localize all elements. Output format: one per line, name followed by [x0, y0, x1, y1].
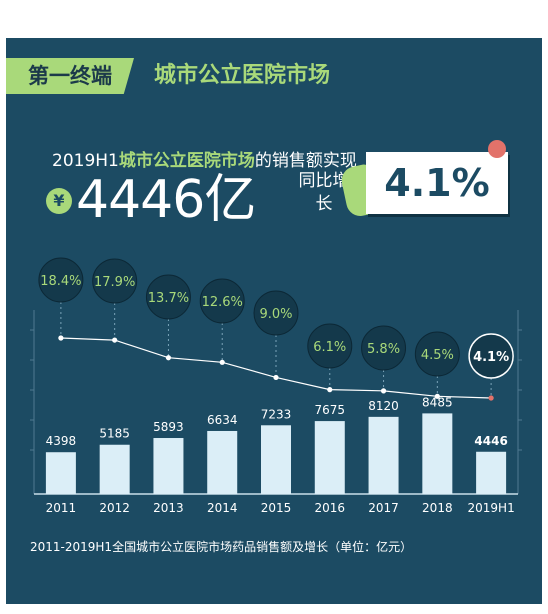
sales-value: 4446亿	[76, 170, 256, 230]
bar-2014	[207, 430, 238, 494]
bar-value-label-2012: 5185	[99, 427, 130, 441]
bar-2013	[153, 438, 184, 494]
bar-value-label-2019H1: 4446	[474, 434, 507, 448]
growth-label-2015: 9.0%	[259, 307, 292, 322]
growth-bubble-2016	[307, 323, 353, 369]
growth-label-2013: 13.7%	[148, 291, 189, 306]
growth-point-2011	[58, 335, 64, 341]
headline-suffix: 的销售额实现	[254, 151, 357, 171]
footnote: 2011-2019H1全国城市公立医院市场药品销售额及增长（单位：亿元）	[30, 540, 413, 554]
growth-bubble-2012	[92, 258, 138, 304]
x-tick-label-2012: 2012	[99, 501, 130, 515]
x-tick-label-2015: 2015	[261, 501, 292, 515]
growth-bubble-2019H1	[468, 333, 514, 379]
bar-2017	[368, 416, 399, 494]
x-tick-label-2017: 2017	[368, 501, 399, 515]
growth-point-2019H1	[488, 395, 494, 401]
growth-label-2014: 12.6%	[202, 295, 243, 310]
yoy-label: 同比增长	[298, 171, 350, 214]
growth-point-2012	[112, 337, 118, 343]
x-tick-label-2018: 2018	[422, 501, 453, 515]
yoy-card: 4.1%	[366, 152, 508, 214]
growth-point-2017	[380, 388, 387, 394]
x-tick-label-2016: 2016	[315, 501, 346, 515]
ribbon-icon	[488, 140, 506, 158]
growth-point-2013	[165, 355, 172, 361]
bar-2012	[99, 444, 130, 494]
bar-value-label-2017: 8120	[368, 399, 399, 413]
bar-2018	[422, 413, 453, 494]
growth-point-2014	[219, 359, 225, 365]
growth-label-2011: 18.4%	[40, 274, 81, 289]
bar-value-label-2015: 7233	[261, 407, 292, 421]
section-tag: 第一终端	[6, 58, 134, 94]
headline: 2019H1城市公立医院市场的销售额实现	[52, 146, 362, 171]
growth-label-2016: 6.1%	[313, 340, 346, 355]
headline-highlight: 城市公立医院市场	[118, 151, 255, 171]
bar-2016	[314, 421, 345, 494]
bar-2015	[261, 425, 291, 494]
growth-point-2018	[434, 393, 440, 399]
growth-label-2012: 17.9%	[94, 275, 135, 290]
growth-bubble-2015	[253, 290, 299, 336]
section-title: 城市公立医院市场	[154, 63, 331, 88]
growth-bubble-2011	[38, 257, 84, 303]
yen-icon: ¥	[46, 188, 72, 214]
bar-value-label-2013: 5893	[153, 420, 184, 434]
growth-bubble-2013	[145, 274, 191, 320]
x-tick-label-2019H1: 2019H1	[468, 501, 515, 515]
bar-value-label-2018: 8485	[422, 395, 453, 409]
x-tick-label-2011: 2011	[46, 501, 77, 515]
bar-value-label-2016: 7675	[315, 403, 346, 417]
yoy-value: 4.1%	[384, 161, 490, 205]
growth-point-2016	[327, 387, 333, 393]
growth-label-2019H1: 4.1%	[473, 350, 509, 365]
x-tick-label-2014: 2014	[207, 501, 238, 515]
growth-bubble-2018	[414, 331, 460, 377]
growth-label-2017: 5.8%	[367, 342, 400, 357]
bar-value-label-2011: 4398	[46, 434, 77, 448]
bar-2019H1	[476, 451, 507, 494]
growth-bubble-2017	[361, 325, 407, 371]
growth-label-2018: 4.5%	[421, 348, 454, 363]
x-tick-label-2013: 2013	[153, 501, 184, 515]
growth-point-2015	[273, 374, 279, 381]
bar-value-label-2014: 6634	[207, 413, 238, 427]
sales-growth-chart: 4398 2011 5185 2012 5893 2013 6634 2014 7233 2015…	[30, 257, 522, 515]
growth-bubble-2014	[199, 278, 245, 324]
headline-prefix: 2019H1	[52, 151, 119, 171]
bar-2011	[45, 452, 76, 494]
